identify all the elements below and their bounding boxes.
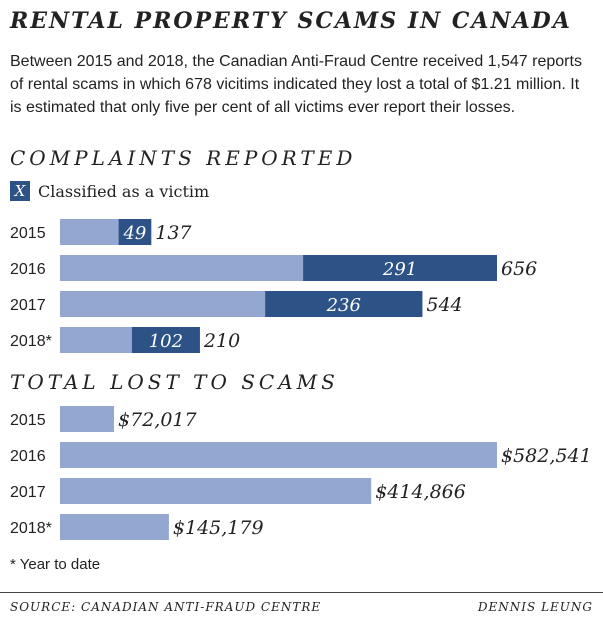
legend-label: Classified as a victim (38, 181, 210, 201)
divider (0, 592, 603, 593)
victim-bar (131, 327, 200, 353)
source-note: SOURCE: CANADIAN ANTI-FRAUD CENTRE (10, 600, 322, 614)
victim-bar (265, 291, 423, 317)
category-label: 2015 (10, 412, 46, 429)
loss-bar (60, 478, 372, 504)
category-label: 2018* (10, 333, 52, 350)
victim-data-label: 236 (326, 295, 361, 316)
category-label: 2016 (10, 448, 46, 465)
losses-section-title: TOTAL LOST TO SCAMS (10, 370, 339, 394)
complaints-data-label: 656 (501, 258, 537, 280)
category-label: 2017 (10, 484, 46, 501)
legend-swatch: X (10, 181, 30, 201)
victim-bar (303, 255, 497, 281)
losses-chart: 2015 $72,017 2016 $582,541 2017 $414,866 2018*… (10, 406, 592, 540)
loss-bar (60, 442, 497, 468)
category-label: 2015 (10, 225, 46, 242)
complaints-chart: 2015 49 137 2016 291 656 2017 236 544 2018* 102 210 (10, 219, 537, 353)
category-label: 2017 (10, 297, 46, 314)
complaints-data-label: 137 (155, 222, 192, 244)
victim-bar (118, 219, 152, 245)
category-label: 2018* (10, 520, 52, 537)
intro-text: Between 2015 and 2018, the Canadian Anti… (10, 53, 582, 116)
category-label: 2016 (10, 261, 46, 278)
complaints-data-label: 210 (203, 330, 240, 352)
victim-data-label: 102 (149, 331, 183, 352)
victim-data-label: 291 (382, 259, 417, 280)
legend: X Classified as a victim (10, 180, 209, 202)
loss-data-label: $145,179 (173, 517, 264, 539)
footnote: * Year to date (10, 556, 101, 573)
complaints-section-title: COMPLAINTS REPORTED (10, 146, 357, 170)
loss-data-label: $582,541 (501, 445, 592, 467)
loss-data-label: $72,017 (118, 409, 197, 431)
complaints-data-label: 544 (426, 294, 462, 316)
credit: DENNIS LEUNG (477, 600, 593, 614)
chart-title: RENTAL PROPERTY SCAMS IN CANADA (10, 8, 572, 34)
victim-data-label: 49 (122, 223, 146, 244)
loss-data-label: $414,866 (375, 481, 466, 503)
loss-bar (60, 406, 115, 432)
loss-bar (60, 514, 169, 540)
